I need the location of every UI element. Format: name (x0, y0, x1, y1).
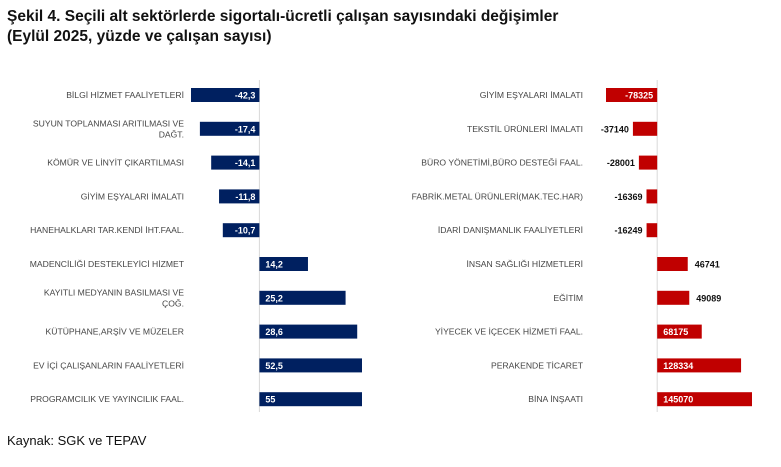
bar (259, 358, 362, 373)
bar (191, 88, 260, 102)
category-label: İNSAN SAĞLIĞI HİZMETLERİ (466, 259, 583, 269)
data-label: 52,5 (265, 361, 283, 371)
data-label: -17,4 (235, 124, 256, 134)
data-label: -16249 (615, 226, 643, 236)
category-label: TEKSTİL ÜRÜNLERİ İMALATI (467, 124, 583, 134)
category-label: FABRİK.METAL ÜRÜNLERİ(MAK.TEC.HAR) (412, 191, 584, 201)
data-label: -14,1 (235, 158, 256, 168)
chart-panel-2: GİYİM EŞYALARI İMALATI -78325 TEKSTİL ÜRÜN… (412, 80, 752, 412)
category-label: HANEHALKLARI TAR.KENDİ İHT.FAAL. (30, 225, 184, 235)
category-label: EĞİTİM (553, 293, 583, 303)
category-label: DAĞT. (159, 129, 184, 139)
data-label: -78325 (625, 91, 653, 101)
bar (657, 392, 752, 407)
bar (219, 189, 260, 204)
bar (222, 223, 260, 238)
bar (259, 324, 358, 339)
category-label: KÜTÜPHANE,ARŞİV VE MÜZELER (46, 327, 184, 337)
bar (657, 257, 688, 271)
bar (211, 155, 260, 170)
category-label: BİNA İNŞAATI (528, 394, 583, 404)
category-label: KAYITLI MEDYANIN BASILMASI VE (44, 287, 184, 297)
bar (632, 121, 658, 136)
data-label: 128334 (663, 361, 693, 371)
category-label: PERAKENDE TİCARET (491, 360, 584, 370)
chart-title: Şekil 4. Seçili alt sektörlerde sigortal… (7, 7, 558, 47)
bar (199, 121, 260, 136)
category-label: EV İÇİ ÇALIŞANLARIN FAALİYETLERİ (33, 360, 184, 370)
data-label: 14,2 (265, 260, 283, 270)
data-label: -11,8 (235, 192, 255, 202)
category-label: MADENCİLİĞİ DESTEKLEYİCİ HİZMET (30, 259, 185, 269)
bar (657, 358, 742, 373)
data-label: -16369 (614, 192, 642, 202)
bar (646, 223, 658, 238)
data-label: -42,3 (235, 91, 256, 101)
bar (259, 257, 308, 271)
bar (646, 189, 658, 204)
category-label: BİLGİ HİZMET FAALİYETLERİ (66, 90, 184, 100)
data-label: 25,2 (265, 293, 283, 303)
chart-panel-1: BİLGİ HİZMET FAALİYETLERİ -42,3 SUYUN TOPL… (30, 80, 362, 412)
data-label: 145070 (663, 395, 693, 405)
title-line-1: Şekil 4. Seçili alt sektörlerde sigortal… (7, 8, 559, 25)
category-label: PROGRAMCILIK VE YAYINCILIK FAAL. (30, 394, 184, 404)
data-label: -10,7 (235, 226, 256, 236)
title-line-2: (Eylül 2025, yüzde ve çalışan sayısı) (7, 28, 272, 45)
category-label: GİYİM EŞYALARI İMALATI (480, 90, 583, 100)
data-label: 49089 (696, 293, 721, 303)
data-label: -37140 (601, 124, 629, 134)
category-label: GİYİM EŞYALARI İMALATI (81, 191, 184, 201)
bar (638, 155, 658, 170)
category-label: ÇOĞ. (162, 298, 184, 308)
category-label: İDARİ DANIŞMANLIK FAALİYETLERİ (438, 225, 583, 235)
source-note: Kaynak: SGK ve TEPAV (7, 433, 147, 448)
data-label: 68175 (663, 327, 688, 337)
data-label: 46741 (695, 260, 720, 270)
data-label: -28001 (607, 158, 635, 168)
bar (259, 392, 362, 407)
bar (259, 290, 346, 305)
bar (657, 324, 702, 339)
data-label: 28,6 (265, 327, 283, 337)
category-label: BÜRO YÖNETİMİ,BÜRO DESTEĞİ FAAL. (421, 158, 583, 168)
category-label: YİYECEK VE İÇECEK HİZMETİ FAAL. (435, 327, 583, 337)
category-label: KÖMÜR VE LİNYİT ÇIKARTILMASI (47, 158, 184, 168)
category-label: SUYUN TOPLANMASI ARITILMASI VE (33, 118, 184, 128)
bar (606, 88, 658, 102)
bar (657, 290, 690, 305)
data-label: 55 (265, 395, 275, 405)
